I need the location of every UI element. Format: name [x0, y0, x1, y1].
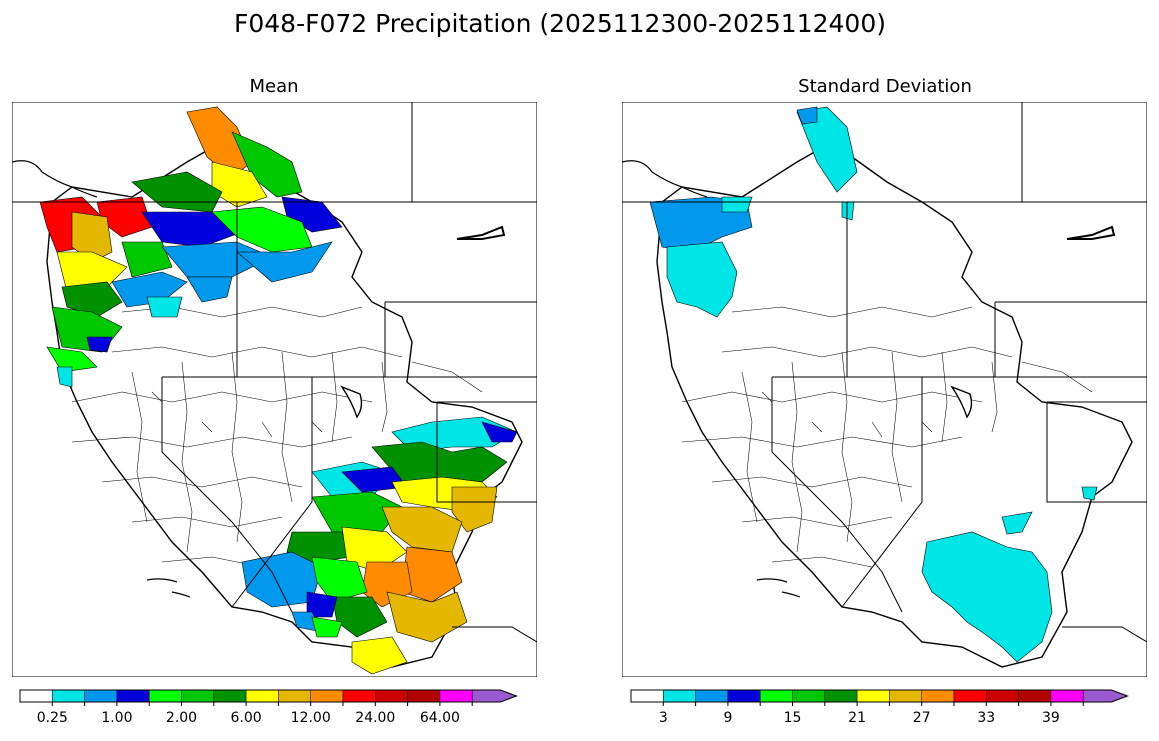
colorbar-tick-label: 24.00	[355, 710, 395, 726]
colorbar-segment	[439, 689, 473, 703]
colorbar-tick-label: 33	[977, 710, 995, 726]
colorbar-tick-label: 9	[723, 710, 732, 726]
colorbar-tick-label: 0.25	[37, 710, 68, 726]
colorbar-segment	[889, 689, 922, 703]
colorbar-segment	[727, 689, 761, 703]
colorbar-tick-label: 6.00	[231, 710, 262, 726]
colorbar-segment	[278, 689, 311, 703]
colorbar-segment	[695, 689, 729, 703]
colorbar-tick-label: 15	[784, 710, 802, 726]
colorbar-tick-label: 21	[848, 710, 866, 726]
colorbar-segment	[181, 689, 215, 703]
colorbar-outline	[19, 689, 518, 703]
colorbar-segment	[19, 689, 53, 703]
colorbar-segment	[148, 689, 182, 703]
panel-title-std: Standard Deviation	[798, 76, 972, 97]
colorbar-segment	[84, 689, 118, 703]
colorbar-tick-label: 2.00	[166, 710, 197, 726]
colorbar-outline	[630, 689, 1129, 703]
map-mean	[12, 102, 537, 677]
colorbar-mean: 0.25 1.00 2.00 6.00 12.00 24.00 64.00	[19, 689, 518, 726]
colorbar-segment	[792, 689, 826, 703]
colorbar-segment	[663, 689, 696, 703]
colorbar-segment	[52, 689, 85, 703]
colorbar-tick-label: 64.00	[420, 710, 460, 726]
colorbar-tick-label: 39	[1042, 710, 1060, 726]
colorbar-segment	[310, 689, 344, 703]
colorbar-segment	[953, 689, 987, 703]
colorbar-tick-label: 3	[659, 710, 668, 726]
colorbar-segment	[213, 689, 247, 703]
colorbar-std: 3 9 15 21 27 33 39	[630, 689, 1129, 726]
colorbar-segment	[856, 689, 890, 703]
colorbar-segment	[245, 689, 279, 703]
colorbar-segment	[824, 689, 858, 703]
colorbar-segment	[375, 689, 408, 703]
colorbar-tick-label: 1.00	[101, 710, 132, 726]
colorbar-tick-label: 27	[913, 710, 931, 726]
colorbar-segment	[630, 689, 664, 703]
colorbar-segment	[986, 689, 1019, 703]
colorbar-segment	[1018, 689, 1052, 703]
colorbar-segment	[116, 689, 150, 703]
colorbar-segment	[342, 689, 376, 703]
colorbar-segment	[1082, 689, 1129, 703]
map-std	[622, 102, 1147, 677]
colorbar-tick-label: 12.00	[291, 710, 331, 726]
panel-title-mean: Mean	[249, 76, 298, 97]
colorbar-segment	[471, 689, 518, 703]
colorbar-segment	[407, 689, 441, 703]
figure-title: F048-F072 Precipitation (2025112300-2025…	[234, 9, 886, 38]
colorbar-segment	[759, 689, 793, 703]
colorbar-segment	[1050, 689, 1084, 703]
colorbar-segment	[921, 689, 955, 703]
